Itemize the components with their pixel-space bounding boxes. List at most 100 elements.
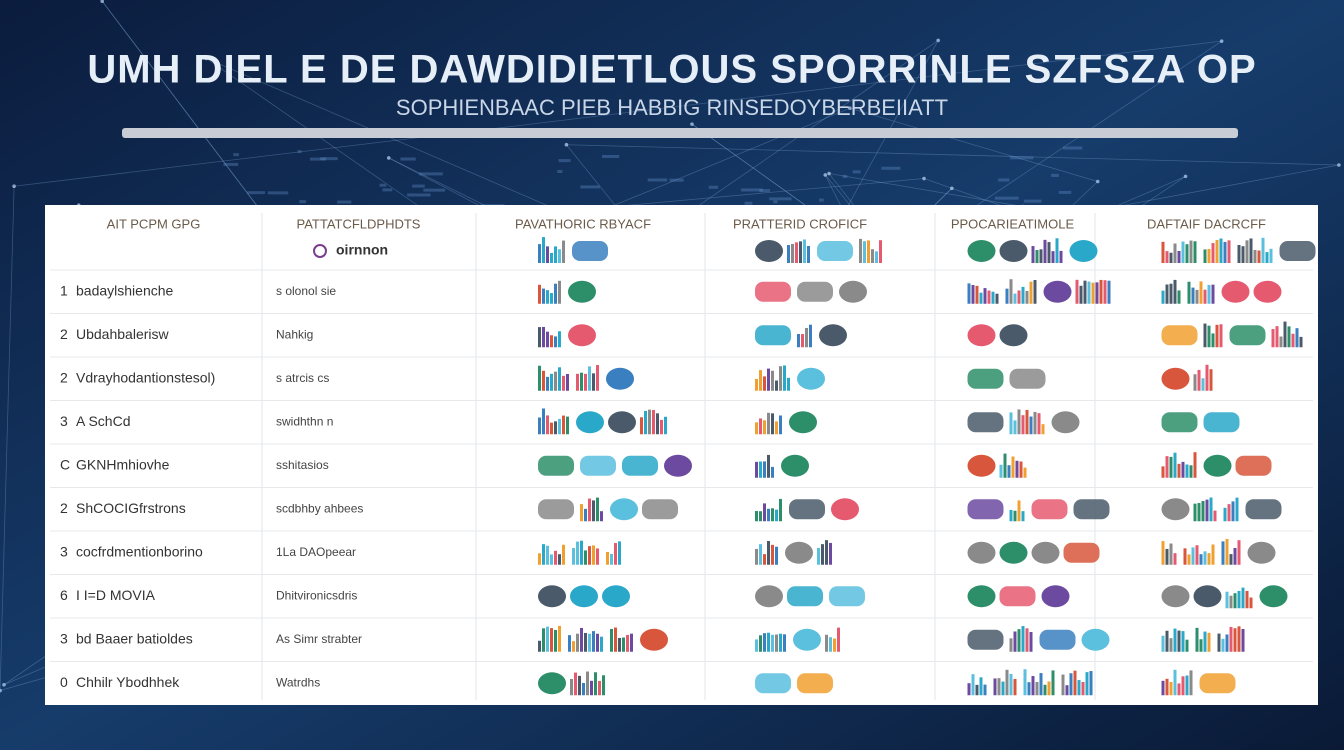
icon-bar xyxy=(779,366,782,391)
icon-badge xyxy=(538,499,574,520)
icon-bar xyxy=(1095,282,1099,304)
icon-bar xyxy=(1275,326,1279,348)
network-line xyxy=(828,173,1024,207)
row-detail: s olonol sie xyxy=(276,284,336,298)
icon-bar xyxy=(1009,279,1013,304)
icon-bar xyxy=(554,246,557,263)
icon-bar xyxy=(763,554,766,565)
icon-bar xyxy=(550,293,553,304)
icon-blob xyxy=(576,411,604,434)
icon-bar xyxy=(1183,548,1187,565)
icon-bar xyxy=(1211,243,1215,263)
icon-bar xyxy=(1161,466,1165,478)
icon-bar xyxy=(652,410,655,435)
code-glyph xyxy=(412,184,425,188)
icon-bar xyxy=(1203,631,1207,652)
icon-bar xyxy=(1091,282,1095,304)
icon-bar xyxy=(783,634,786,652)
icon-bar xyxy=(1031,676,1035,696)
code-glyph xyxy=(647,178,668,182)
icon-bar xyxy=(1165,548,1169,565)
icon-bar xyxy=(1009,638,1013,652)
icon-bar xyxy=(1099,279,1103,304)
network-line xyxy=(849,107,1098,182)
code-glyph xyxy=(881,166,901,170)
icon-bar xyxy=(967,283,971,304)
code-glyph xyxy=(669,178,684,182)
icon-bar xyxy=(538,284,541,304)
icon-badge xyxy=(1279,241,1316,261)
icon-bar xyxy=(1009,509,1013,522)
icon-bar xyxy=(779,498,782,522)
icon-bar xyxy=(594,672,597,696)
icon-bar xyxy=(586,671,589,696)
icon-bar xyxy=(568,635,571,652)
icon-bar xyxy=(1005,288,1009,304)
icon-bar xyxy=(1201,500,1205,522)
icon-bar xyxy=(763,420,766,435)
code-glyph xyxy=(299,200,306,204)
icon-bar xyxy=(817,547,820,565)
icon-badge xyxy=(1229,325,1266,346)
icon-bar xyxy=(1009,412,1013,435)
icon-bar xyxy=(546,545,549,565)
icon-bar xyxy=(1161,290,1165,304)
page-title: UMH DIEL E DE DAWDIDIETLOUS SPORRINLE SZ… xyxy=(87,48,1256,92)
icon-bar xyxy=(1021,626,1025,652)
network-node xyxy=(690,122,694,126)
icon-bar xyxy=(1173,628,1177,652)
icon-bar xyxy=(983,684,987,696)
code-glyph xyxy=(418,172,443,176)
icon-bar xyxy=(554,283,557,304)
icon-bar xyxy=(1039,249,1043,263)
icon-bar xyxy=(763,503,766,522)
code-glyph xyxy=(1062,146,1083,150)
icon-blob xyxy=(1031,541,1060,564)
icon-bar xyxy=(1265,252,1269,263)
icon-bar xyxy=(538,327,541,348)
icon-bar xyxy=(1173,669,1177,696)
icon-bar xyxy=(660,419,663,435)
icon-bar xyxy=(1065,685,1069,696)
icon-bar xyxy=(1169,638,1173,652)
row-number: 3 xyxy=(60,413,68,429)
icon-bar xyxy=(1169,283,1173,304)
network-node xyxy=(204,56,209,61)
icon-bar xyxy=(767,632,770,652)
icon-blob xyxy=(570,585,598,608)
icon-badge xyxy=(1063,542,1100,563)
icon-bar xyxy=(1185,639,1189,652)
icon-blob xyxy=(839,280,867,303)
icon-bar xyxy=(1019,461,1023,478)
icon-bar xyxy=(550,373,553,391)
icon-bar xyxy=(775,546,778,565)
icon-bar xyxy=(993,678,997,696)
code-glyph xyxy=(580,185,600,189)
icon-bar xyxy=(1225,591,1229,609)
icon-bar xyxy=(859,238,862,263)
icon-bar xyxy=(1193,452,1197,478)
icon-badge xyxy=(789,499,825,520)
icon-badge xyxy=(755,673,791,694)
icon-bar xyxy=(546,626,549,652)
icon-bar xyxy=(759,461,762,478)
icon-bar xyxy=(1087,281,1091,304)
icon-bar xyxy=(618,541,621,565)
icon-bar xyxy=(1177,290,1181,304)
network-node xyxy=(1219,39,1224,43)
code-glyph xyxy=(602,154,620,158)
code-glyph xyxy=(1058,190,1072,194)
icon-badge xyxy=(967,368,1004,389)
icon-bar xyxy=(1169,543,1173,565)
code-glyph xyxy=(842,174,848,178)
icon-blob xyxy=(789,411,817,434)
icon-bar xyxy=(1241,587,1245,609)
icon-bar xyxy=(1017,629,1021,652)
icon-bar xyxy=(1193,241,1197,263)
code-glyph xyxy=(708,185,719,189)
icon-bar xyxy=(1189,465,1193,478)
icon-bar xyxy=(1169,252,1173,263)
code-glyph xyxy=(1023,199,1042,203)
code-glyph xyxy=(267,191,289,195)
icon-bar xyxy=(1005,669,1009,696)
